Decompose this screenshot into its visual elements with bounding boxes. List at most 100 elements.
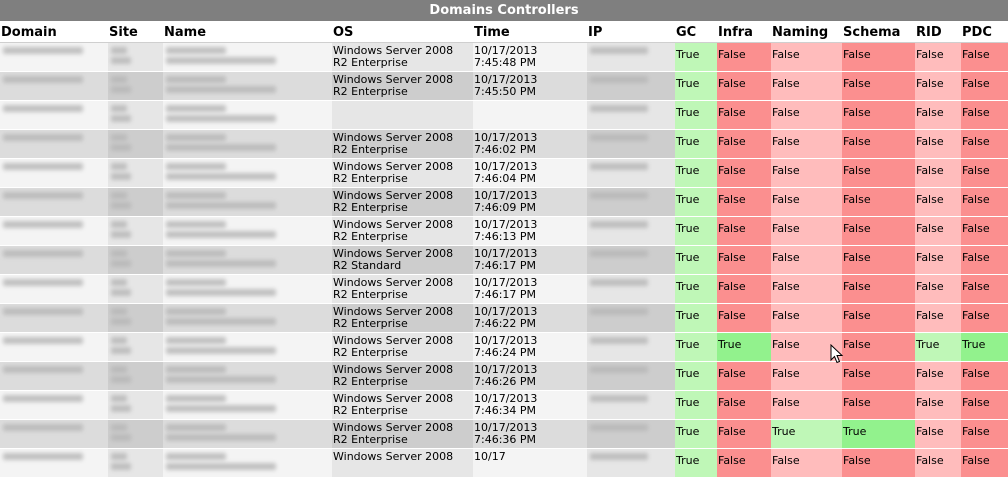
domain-cell — [0, 303, 108, 333]
schema-cell: False — [842, 42, 915, 72]
column-header-os[interactable]: OS — [332, 22, 473, 43]
time-text: 7:46:24 PM — [474, 346, 537, 359]
site-cell — [108, 129, 163, 159]
infra-cell: False — [717, 448, 771, 478]
name-cell — [163, 216, 332, 246]
column-header-gc[interactable]: GC — [675, 22, 717, 43]
ip-cell — [587, 332, 675, 362]
gc-value: True — [676, 77, 700, 90]
pdc-value: False — [962, 251, 990, 264]
column-header-domain[interactable]: Domain — [0, 22, 108, 43]
rid-value: False — [916, 135, 944, 148]
time-cell: 10/17/2013 7:46:24 PM — [473, 332, 587, 362]
table-row: Windows Server 2008 R2 Enterprise 10/17/20… — [0, 361, 1008, 391]
column-header-time[interactable]: Time — [473, 22, 587, 43]
site-cell — [108, 419, 163, 449]
gc-value: True — [676, 164, 700, 177]
column-header-naming[interactable]: Naming — [771, 22, 842, 43]
rid-value: False — [916, 454, 944, 467]
redacted-name — [166, 463, 276, 470]
os-line-2: R2 Enterprise — [333, 288, 408, 301]
naming-cell: False — [771, 245, 842, 275]
site-cell — [108, 448, 163, 478]
pdc-value: True — [962, 338, 986, 351]
os-cell: Windows Server 2008 R2 Enterprise — [332, 187, 473, 217]
redacted-ip — [590, 250, 648, 257]
naming-cell: False — [771, 187, 842, 217]
gc-cell: True — [675, 303, 717, 333]
time-cell: 10/17/2013 7:46:09 PM — [473, 187, 587, 217]
time-cell: 10/17/2013 7:46:13 PM — [473, 216, 587, 246]
name-cell — [163, 71, 332, 101]
rid-cell: False — [915, 419, 961, 449]
redacted-site — [111, 424, 127, 431]
redacted-domain — [3, 47, 83, 54]
table-row: Windows Server 2008 R2 Enterprise 10/17/20… — [0, 158, 1008, 188]
redacted-name — [166, 337, 226, 344]
column-header-name[interactable]: Name — [163, 22, 332, 43]
pdc-cell: False — [961, 419, 1008, 449]
redacted-site — [111, 434, 131, 441]
time-cell: 10/17/2013 7:46:02 PM — [473, 129, 587, 159]
time-text: 7:46:09 PM — [474, 201, 537, 214]
naming-cell: False — [771, 390, 842, 420]
schema-cell: False — [842, 274, 915, 304]
naming-value: False — [772, 135, 800, 148]
infra-cell: False — [717, 361, 771, 391]
column-header-rid[interactable]: RID — [915, 22, 961, 43]
rid-value: False — [916, 425, 944, 438]
redacted-site — [111, 86, 131, 93]
schema-value: False — [843, 106, 871, 119]
infra-value: False — [718, 367, 746, 380]
naming-value: False — [772, 251, 800, 264]
pdc-cell: True — [961, 332, 1008, 362]
column-header-schema[interactable]: Schema — [842, 22, 915, 43]
schema-cell: False — [842, 158, 915, 188]
column-header-ip[interactable]: IP — [587, 22, 675, 43]
column-header-site[interactable]: Site — [108, 22, 163, 43]
os-line-1: Windows Server 2008 — [333, 44, 454, 57]
pdc-cell: False — [961, 187, 1008, 217]
site-cell — [108, 71, 163, 101]
gc-cell: True — [675, 361, 717, 391]
redacted-name — [166, 395, 226, 402]
redacted-site — [111, 192, 127, 199]
redacted-domain — [3, 424, 83, 431]
rid-cell: False — [915, 245, 961, 275]
ip-cell — [587, 245, 675, 275]
rid-cell: False — [915, 390, 961, 420]
redacted-name — [166, 453, 226, 460]
naming-cell: False — [771, 303, 842, 333]
naming-value: False — [772, 48, 800, 61]
rid-cell: False — [915, 216, 961, 246]
table-row: Windows Server 2008 R2 Standard 10/17/2013… — [0, 245, 1008, 275]
domain-cell — [0, 419, 108, 449]
ip-cell — [587, 448, 675, 478]
redacted-domain — [3, 192, 83, 199]
site-cell — [108, 390, 163, 420]
schema-cell: False — [842, 332, 915, 362]
schema-value: False — [843, 280, 871, 293]
redacted-name — [166, 308, 226, 315]
pdc-value: False — [962, 280, 990, 293]
rid-value: False — [916, 367, 944, 380]
redacted-ip — [590, 105, 648, 112]
date-text: 10/17/2013 — [474, 160, 538, 173]
gc-value: True — [676, 367, 700, 380]
os-cell: Windows Server 2008 R2 Enterprise — [332, 419, 473, 449]
naming-value: False — [772, 454, 800, 467]
table-body: Windows Server 2008 R2 Enterprise 10/17/20… — [0, 42, 1008, 478]
name-cell — [163, 332, 332, 362]
domain-cell — [0, 129, 108, 159]
redacted-site — [111, 279, 127, 286]
naming-cell: True — [771, 419, 842, 449]
column-header-infra[interactable]: Infra — [717, 22, 771, 43]
site-cell — [108, 158, 163, 188]
column-header-pdc[interactable]: PDC — [961, 22, 1008, 43]
redacted-domain — [3, 134, 83, 141]
pdc-value: False — [962, 106, 990, 119]
redacted-domain — [3, 308, 83, 315]
os-line-1 — [333, 101, 473, 115]
table-row: Windows Server 2008 R2 Enterprise 10/17/20… — [0, 216, 1008, 246]
os-line-2: R2 Enterprise — [333, 201, 408, 214]
